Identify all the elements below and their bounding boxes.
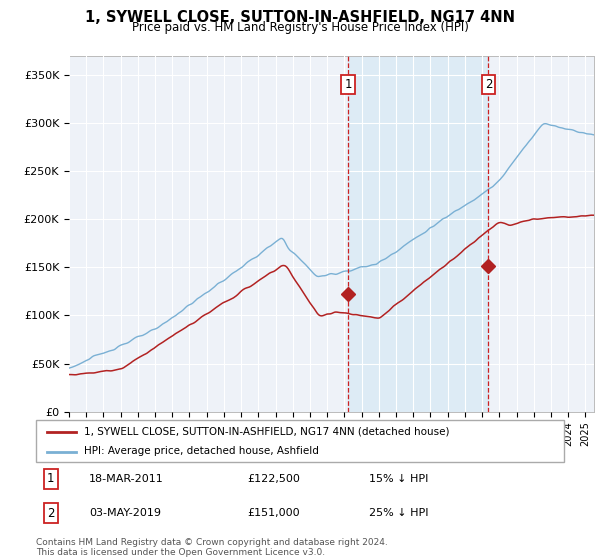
Text: 2: 2: [485, 78, 492, 91]
Text: 2: 2: [47, 507, 55, 520]
Text: HPI: Average price, detached house, Ashfield: HPI: Average price, detached house, Ashf…: [83, 446, 319, 456]
Text: Price paid vs. HM Land Registry's House Price Index (HPI): Price paid vs. HM Land Registry's House …: [131, 21, 469, 35]
Text: 18-MAR-2011: 18-MAR-2011: [89, 474, 164, 484]
Text: £122,500: £122,500: [247, 474, 300, 484]
Text: 1: 1: [344, 78, 352, 91]
Text: Contains HM Land Registry data © Crown copyright and database right 2024.
This d: Contains HM Land Registry data © Crown c…: [36, 538, 388, 557]
Text: 1: 1: [47, 473, 55, 486]
Text: 1, SYWELL CLOSE, SUTTON-IN-ASHFIELD, NG17 4NN: 1, SYWELL CLOSE, SUTTON-IN-ASHFIELD, NG1…: [85, 11, 515, 25]
Text: 1, SYWELL CLOSE, SUTTON-IN-ASHFIELD, NG17 4NN (detached house): 1, SYWELL CLOSE, SUTTON-IN-ASHFIELD, NG1…: [83, 427, 449, 437]
FancyBboxPatch shape: [36, 420, 564, 462]
Text: 03-MAY-2019: 03-MAY-2019: [89, 508, 161, 518]
Text: 15% ↓ HPI: 15% ↓ HPI: [368, 474, 428, 484]
Bar: [348, 56, 488, 412]
Text: 25% ↓ HPI: 25% ↓ HPI: [368, 508, 428, 518]
Text: £151,000: £151,000: [247, 508, 300, 518]
